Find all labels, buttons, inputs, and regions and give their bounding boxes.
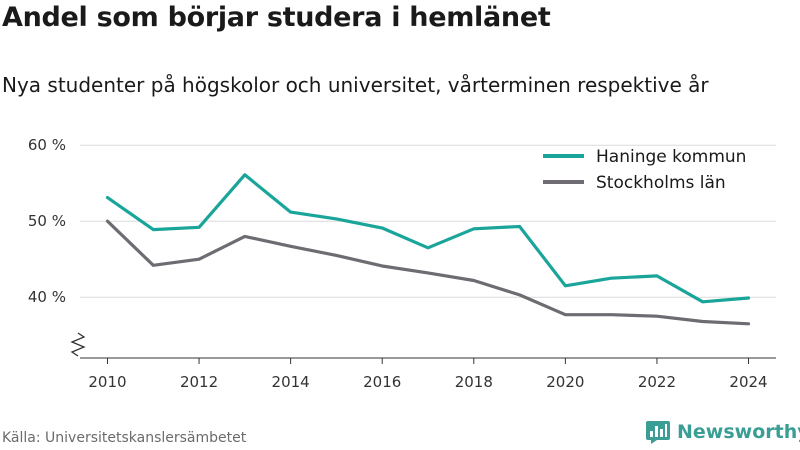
- source-note: Källa: Universitetskanslersämbetet: [2, 430, 247, 446]
- y-tick-label: 60 %: [28, 136, 66, 154]
- x-tick-label: 2016: [363, 373, 401, 391]
- y-tick-label: 40 %: [28, 288, 66, 306]
- series-line-haninge: [105, 173, 751, 304]
- x-tick-label: 2022: [638, 373, 676, 391]
- y-tick-label: 50 %: [28, 212, 66, 230]
- chart-title: Andel som börjar studera i hemlänet: [2, 2, 551, 33]
- brand-name: Newsworthy: [677, 421, 800, 443]
- x-tick-label: 2010: [88, 373, 126, 391]
- x-tick-label: 2014: [272, 373, 310, 391]
- x-tick-label: 2020: [546, 373, 584, 391]
- chart-subtitle: Nya studenter på högskolor och universit…: [2, 73, 709, 97]
- axis-break-icon: [70, 332, 86, 357]
- series-line-stockholm: [105, 219, 751, 326]
- x-tick-label: 2024: [729, 373, 767, 391]
- legend-label: Stockholms län: [596, 173, 726, 193]
- x-tick-label: 2012: [180, 373, 218, 391]
- legend-label: Haninge kommun: [596, 147, 746, 167]
- bar-chart-logo-icon: [646, 421, 670, 444]
- brand-logo: Newsworthy: [645, 419, 800, 445]
- x-tick-label: 2018: [455, 373, 493, 391]
